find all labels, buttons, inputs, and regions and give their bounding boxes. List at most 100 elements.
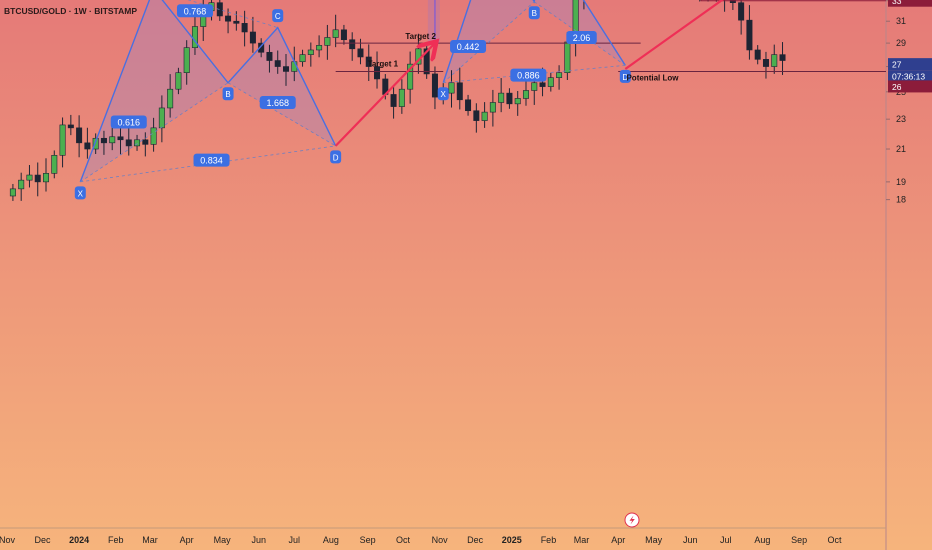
price-tag-text: 33 xyxy=(892,0,902,6)
candle xyxy=(580,0,587,10)
price-tick-label: 19 xyxy=(896,177,906,187)
candle-body xyxy=(249,31,256,44)
candle-body xyxy=(390,94,397,107)
candle-body xyxy=(539,82,546,87)
chart-title: BTCUSD/GOLD · 1W · BITSTAMP xyxy=(4,6,137,16)
candle-body xyxy=(498,92,505,103)
candle-body xyxy=(473,110,480,121)
price-tick-label: 21 xyxy=(896,144,906,154)
pattern2-point-d-bg xyxy=(619,69,631,83)
candle-body xyxy=(299,54,306,63)
candle-body xyxy=(233,20,240,24)
candle xyxy=(481,102,488,128)
pattern-2-guide xyxy=(442,1,535,84)
candle xyxy=(266,44,273,73)
candle-body xyxy=(274,60,281,67)
candle-body xyxy=(59,124,66,156)
candle xyxy=(299,49,306,67)
candle-body xyxy=(109,136,116,144)
level-lines xyxy=(335,0,886,72)
candle-body xyxy=(225,15,232,22)
time-tick-label: 2024 xyxy=(69,535,89,545)
time-tick-label: Feb xyxy=(541,535,557,545)
ratio-xb-1: 0.616 xyxy=(110,115,147,129)
candle xyxy=(556,65,563,90)
candle-body xyxy=(556,72,563,78)
candle xyxy=(134,134,141,151)
time-tick-label: Jun xyxy=(252,535,267,545)
time-tick-label: Nov xyxy=(0,535,15,545)
candle xyxy=(779,42,786,75)
pattern1-point-d-bg xyxy=(330,150,342,164)
price-tag-bg xyxy=(888,0,932,7)
pattern1-point-x: X xyxy=(74,186,86,200)
candle xyxy=(43,158,50,192)
price-tag-text: 26 xyxy=(892,82,902,92)
pattern-1-guide xyxy=(227,82,336,147)
ratio-ac-2-text: 0.442 xyxy=(457,42,480,52)
candle-body xyxy=(465,99,472,112)
price-tag-6: 27 xyxy=(888,58,932,71)
candle xyxy=(167,74,174,118)
time-tick-label: Oct xyxy=(396,535,411,545)
candle xyxy=(92,133,99,154)
candle-body xyxy=(282,66,289,72)
candle xyxy=(448,70,455,108)
candle xyxy=(340,24,347,45)
label-potential-low: Potential Low xyxy=(626,73,679,82)
candle-body xyxy=(316,45,323,51)
candle-body xyxy=(754,49,761,60)
price-axis[interactable]: 565248444037353331292725232119185150High… xyxy=(864,0,932,205)
candle-body xyxy=(431,73,438,98)
candle xyxy=(51,150,58,179)
ratio-ac-1: 0.768 xyxy=(176,4,213,18)
candle-body xyxy=(564,41,571,73)
time-tick-label: May xyxy=(214,535,232,545)
candle xyxy=(241,10,248,47)
candle-body xyxy=(746,19,753,51)
projection-arrows xyxy=(334,0,725,147)
candle xyxy=(142,132,149,157)
pattern-1-shade-bcd xyxy=(228,27,336,146)
candle xyxy=(225,8,232,34)
candle-body xyxy=(34,174,41,183)
candle-body xyxy=(125,139,132,147)
candle-body xyxy=(67,124,74,129)
candle-body xyxy=(324,37,331,46)
ratio-ac-2: 0.442 xyxy=(450,40,487,54)
candle-body xyxy=(374,66,381,80)
candle-body xyxy=(365,56,372,67)
time-axis[interactable]: Nov Dec 2024 Feb Mar Apr May Jun Jul Aug Sep Oct Nov… xyxy=(0,535,842,545)
candle xyxy=(307,42,314,67)
pattern2-point-x-text: X xyxy=(441,90,447,99)
candle-body xyxy=(407,63,414,90)
candle-body xyxy=(729,0,736,3)
ratio-xb-1-text: 0.616 xyxy=(118,118,141,128)
candle-body xyxy=(92,137,99,150)
arrow-projection-b xyxy=(624,0,725,70)
time-tick-label: Jul xyxy=(289,535,301,545)
time-tick-label: Jun xyxy=(683,535,698,545)
lightning-icon[interactable] xyxy=(624,512,640,528)
pattern1-point-c-bg xyxy=(272,9,284,23)
candle xyxy=(59,117,66,168)
candle xyxy=(506,88,513,109)
ratio-xd-1: 0.834 xyxy=(193,153,230,167)
time-tick-label: Mar xyxy=(142,535,158,545)
pattern-1-shade-xab xyxy=(80,0,229,182)
candle-body xyxy=(18,179,25,190)
candle-body xyxy=(216,2,223,17)
label-target-1-a: Target 1 xyxy=(368,59,399,68)
candle-body xyxy=(514,98,521,105)
pattern2-point-x-bg xyxy=(437,87,449,101)
candle xyxy=(771,44,778,74)
price-tick-label: 18 xyxy=(896,195,906,205)
candle-body xyxy=(349,39,356,50)
candle-body xyxy=(771,54,778,67)
candle-body xyxy=(167,88,174,109)
candle xyxy=(67,114,74,136)
candle-body xyxy=(84,142,91,150)
label-target-2-a: Target 2 xyxy=(405,32,436,41)
price-tick-label: 23 xyxy=(896,114,906,124)
